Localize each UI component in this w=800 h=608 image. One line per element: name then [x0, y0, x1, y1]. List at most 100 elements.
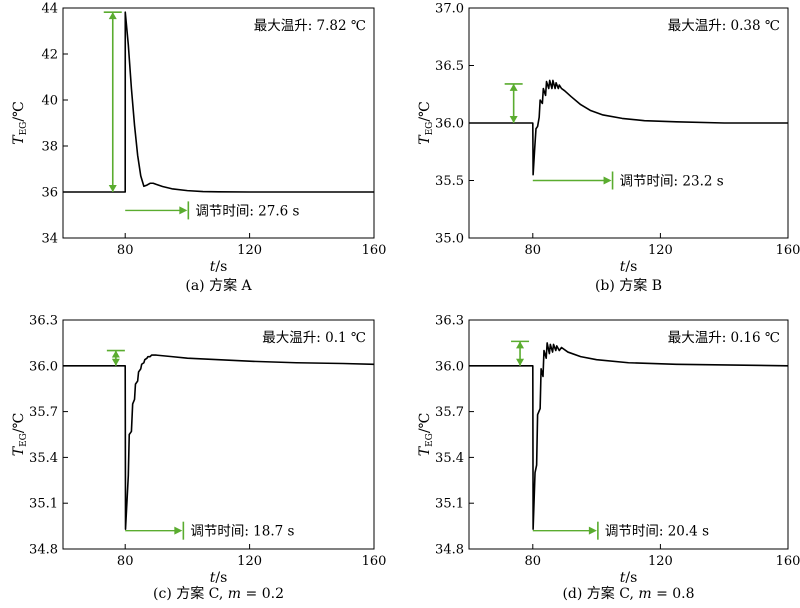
y-tick-label: 37.0	[435, 2, 464, 17]
caption-prefix: (d) 方案 C,	[562, 585, 638, 602]
settle-time-label: 调节时间: 23.2 s	[620, 174, 724, 190]
x-tick-label: 160	[362, 243, 387, 258]
settle-arrow	[532, 171, 614, 190]
plot-frame	[62, 319, 375, 550]
settle-arrow-head	[603, 176, 612, 185]
settle-arrow	[125, 521, 185, 540]
y-tick-label: 35.0	[435, 232, 464, 247]
y-tick-label: 34.8	[435, 543, 464, 558]
y-axis-label-main: T	[417, 445, 433, 456]
chart-panel-1: 80 120 160 34 36 38 40 42 44 TEG/℃ t/s (a) 方案 A 最大温升…	[11, 2, 386, 295]
y-tick-label: 34	[41, 232, 58, 247]
y-tick-label: 38	[41, 140, 58, 155]
y-tick-label: 35.7	[435, 405, 464, 420]
y-tick-label: 36.0	[29, 359, 58, 374]
y-tick-label: 35.5	[435, 174, 464, 189]
series-line	[469, 342, 789, 530]
y-tick-label: 35.4	[29, 451, 58, 466]
panel-caption: (d) 方案 C, m = 0.8	[562, 585, 694, 602]
chart-panel-2: 80 120 160 35.0 35.5 36.0 36.5 37.0 TEG/℃ t/s (b) …	[417, 2, 800, 295]
rise-arrow	[106, 349, 125, 366]
series-line	[63, 354, 375, 530]
x-axis-label-main: t	[210, 259, 216, 275]
y-tick-label: 36.3	[29, 314, 58, 329]
chart-panel-4: 80 120 160 34.8 35.1 35.4 35.7 36.0 36.3 TEG/℃ t/s…	[417, 314, 800, 603]
settle-time-label: 调节时间: 20.4 s	[605, 524, 709, 540]
y-tick-label: 36.5	[435, 59, 464, 74]
settle-time-label: 调节时间: 27.6 s	[195, 203, 299, 219]
x-tick-label: 160	[776, 554, 800, 569]
x-axis-label-unit: /s	[625, 570, 637, 586]
x-tick-label: 80	[117, 243, 134, 258]
y-tick-label: 35.1	[29, 497, 58, 512]
panel-caption: (a) 方案 A	[185, 277, 252, 294]
caption-suffix: = 0.2	[241, 586, 284, 602]
y-axis-label-main: T	[417, 134, 433, 145]
caption-suffix: = 0.8	[652, 586, 695, 602]
max-rise-label: 最大温升: 0.16 ℃	[668, 330, 780, 346]
rise-arrow	[511, 340, 530, 366]
x-tick-label: 120	[648, 243, 673, 258]
x-tick-label: 120	[237, 554, 262, 569]
settle-arrow	[125, 201, 190, 220]
y-axis-label-main: T	[11, 445, 27, 456]
y-tick-label: 35.1	[435, 497, 464, 512]
y-tick-label: 36	[41, 186, 58, 201]
x-axis-label: t/s	[210, 570, 228, 586]
x-axis-label: t/s	[620, 570, 638, 586]
x-tick-label: 160	[776, 243, 800, 258]
rise-arrow-head-down	[509, 116, 518, 123]
y-tick-label: 42	[41, 48, 58, 63]
y-axis-label-sub: EG	[19, 122, 29, 136]
settle-arrow-head	[174, 526, 183, 535]
x-axis-label-main: t	[620, 570, 626, 586]
y-tick-label: 36.0	[435, 359, 464, 374]
y-tick-label: 35.4	[435, 451, 464, 466]
series-line	[63, 11, 374, 193]
y-tick-label: 44	[41, 2, 58, 17]
y-axis-label-unit: /℃	[417, 101, 433, 121]
max-rise-label: 最大温升: 0.38 ℃	[668, 18, 780, 34]
y-axis-label-sub: EG	[425, 122, 435, 136]
x-axis-label-unit: /s	[625, 259, 637, 275]
panel-caption: (b) 方案 B	[595, 277, 662, 294]
max-rise-label: 最大温升: 0.1 ℃	[262, 330, 366, 346]
caption-prefix: (c) 方案 C,	[153, 585, 228, 602]
y-axis-label: TEG/℃	[417, 413, 435, 457]
y-tick-label: 40	[41, 94, 58, 109]
y-axis-label-unit: /℃	[11, 413, 27, 433]
settle-time-label: 调节时间: 18.7 s	[190, 524, 294, 540]
caption-variable: m	[638, 586, 651, 602]
rise-arrow-head-up	[509, 83, 518, 91]
y-axis-label-sub: EG	[425, 433, 435, 447]
x-tick-label: 80	[525, 554, 542, 569]
x-axis-label: t/s	[620, 259, 638, 275]
y-axis-label-unit: /℃	[417, 413, 433, 433]
y-tick-label: 34.8	[29, 543, 58, 558]
y-axis-label-sub: EG	[19, 433, 29, 447]
chart-panel-3: 80 120 160 34.8 35.1 35.4 35.7 36.0 36.3 TEG/℃ t/s…	[11, 314, 386, 603]
x-axis-label-unit: /s	[215, 570, 227, 586]
settle-arrow	[532, 521, 599, 540]
rise-arrow-head-up	[516, 341, 525, 349]
plot-frame	[62, 7, 375, 239]
x-axis-label: t/s	[210, 259, 228, 275]
rise-arrow	[504, 83, 523, 123]
y-axis-label-unit: /℃	[11, 101, 27, 121]
x-axis-label-main: t	[620, 259, 626, 275]
settle-arrow-head	[179, 206, 188, 215]
y-tick-label: 35.7	[29, 405, 58, 420]
x-axis-label-unit: /s	[215, 259, 227, 275]
x-tick-label: 120	[237, 243, 262, 258]
x-tick-label: 120	[648, 554, 673, 569]
rise-arrow-head-down	[111, 358, 120, 366]
series-line	[469, 79, 788, 176]
x-tick-label: 160	[362, 554, 387, 569]
y-axis-label: TEG/℃	[417, 101, 435, 145]
plot-frame	[468, 319, 789, 550]
x-tick-label: 80	[117, 554, 134, 569]
y-axis-label-main: T	[11, 134, 27, 145]
y-tick-label: 36.0	[435, 117, 464, 132]
max-rise-label: 最大温升: 7.82 ℃	[254, 18, 366, 34]
y-tick-label: 36.3	[435, 314, 464, 329]
